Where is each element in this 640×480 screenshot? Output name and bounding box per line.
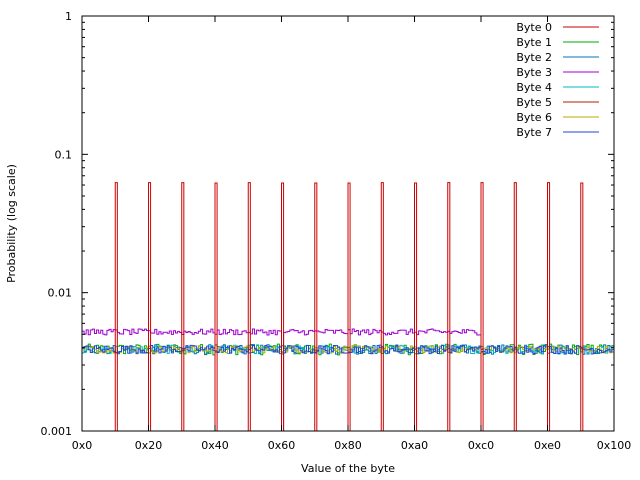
x-tick-label: 0x0 (72, 439, 93, 452)
y-tick-label: 0.01 (48, 287, 73, 300)
legend: Byte 0 Byte 1 Byte 2 Byte 3 Byte 4 Byte 5 Byte… (516, 21, 599, 139)
y-tick-label: 0.1 (55, 148, 73, 161)
x-tick-label: 0x100 (597, 439, 632, 452)
series-layer (82, 182, 614, 432)
y-axis-label: Probability (log scale) (5, 164, 18, 283)
x-tick-label: 0xe0 (534, 439, 561, 452)
legend-label-byte-3: Byte 3 (516, 66, 552, 79)
axis-layer: 0x0 0x20 0x40 0x60 0x80 0xa0 0xc0 0xe0 0x100 0.00… (41, 10, 632, 452)
legend-label-byte-2: Byte 2 (516, 51, 552, 64)
x-tick-label: 0x20 (135, 439, 163, 452)
legend-label-byte-7: Byte 7 (516, 126, 552, 139)
x-tick-label: 0xa0 (401, 439, 428, 452)
y-tick-label: 0.001 (41, 425, 73, 438)
x-tick-label: 0xc0 (468, 439, 494, 452)
legend-label-byte-5: Byte 5 (516, 96, 552, 109)
x-axis-label: Value of the byte (301, 462, 395, 475)
legend-label-byte-1: Byte 1 (516, 36, 552, 49)
legend-label-byte-0: Byte 0 (516, 21, 552, 34)
x-tick-label: 0x60 (268, 439, 296, 452)
legend-label-byte-4: Byte 4 (516, 81, 552, 94)
x-tick-label: 0x80 (334, 439, 362, 452)
x-tick-label: 0x40 (201, 439, 229, 452)
y-tick-label: 1 (65, 10, 72, 23)
legend-label-byte-6: Byte 6 (516, 111, 552, 124)
series-byte-0 (82, 182, 614, 432)
